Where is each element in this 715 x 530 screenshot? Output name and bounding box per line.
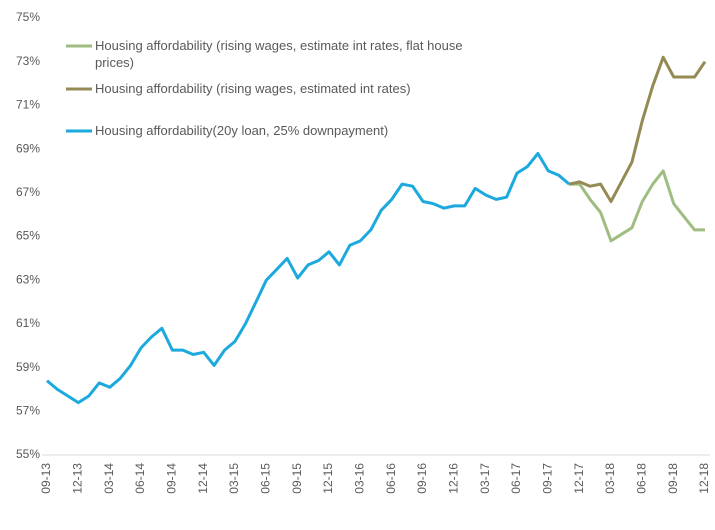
x-tick-label: 12-16 <box>447 463 461 494</box>
x-tick-label: 12-14 <box>196 463 210 494</box>
y-tick-label: 73% <box>16 54 40 68</box>
y-tick-label: 63% <box>16 272 40 286</box>
y-tick-label: 71% <box>16 98 40 112</box>
x-tick-label: 09-13 <box>39 463 53 494</box>
x-tick-label: 03-18 <box>603 463 617 494</box>
legend-label: Housing affordability (rising wages, est… <box>95 38 463 70</box>
legend-label: Housing affordability (rising wages, est… <box>95 81 411 96</box>
x-tick-label: 12-15 <box>321 463 335 494</box>
x-tick-label: 03-17 <box>478 463 492 494</box>
y-tick-label: 61% <box>16 316 40 330</box>
y-tick-label: 75% <box>16 10 40 24</box>
legend-entry: Housing affordability(20y loan, 25% down… <box>95 123 389 138</box>
x-tick-label: 09-17 <box>541 463 555 494</box>
y-tick-label: 55% <box>16 447 40 461</box>
x-tick-label: 06-14 <box>133 463 147 494</box>
series-line <box>46 152 571 405</box>
x-tick-label: 12-13 <box>71 463 85 494</box>
x-tick-label: 03-16 <box>353 463 367 494</box>
x-tick-label: 09-14 <box>165 463 179 494</box>
series-line <box>569 169 705 243</box>
x-tick-label: 09-15 <box>290 463 304 494</box>
x-tick-label: 06-17 <box>509 463 523 494</box>
y-tick-label: 57% <box>16 403 40 417</box>
x-tick-label: 03-15 <box>227 463 241 494</box>
legend-entry: Housing affordability (rising wages, est… <box>95 81 411 96</box>
y-tick-label: 67% <box>16 185 40 199</box>
legend-entry: Housing affordability (rising wages, est… <box>95 38 463 70</box>
series-line <box>568 55 707 203</box>
y-tick-label: 69% <box>16 141 40 155</box>
legend-label: Housing affordability(20y loan, 25% down… <box>95 123 389 138</box>
x-tick-label: 06-18 <box>635 463 649 494</box>
x-tick-label: 09-18 <box>666 463 680 494</box>
x-tick-label: 03-14 <box>102 463 116 494</box>
x-tick-label: 06-15 <box>259 463 273 494</box>
x-tick-label: 12-18 <box>697 463 711 494</box>
x-tick-label: 12-17 <box>572 463 586 494</box>
y-tick-label: 65% <box>16 229 40 243</box>
x-tick-label: 06-16 <box>384 463 398 494</box>
y-tick-label: 59% <box>16 360 40 374</box>
x-tick-label: 09-16 <box>415 463 429 494</box>
